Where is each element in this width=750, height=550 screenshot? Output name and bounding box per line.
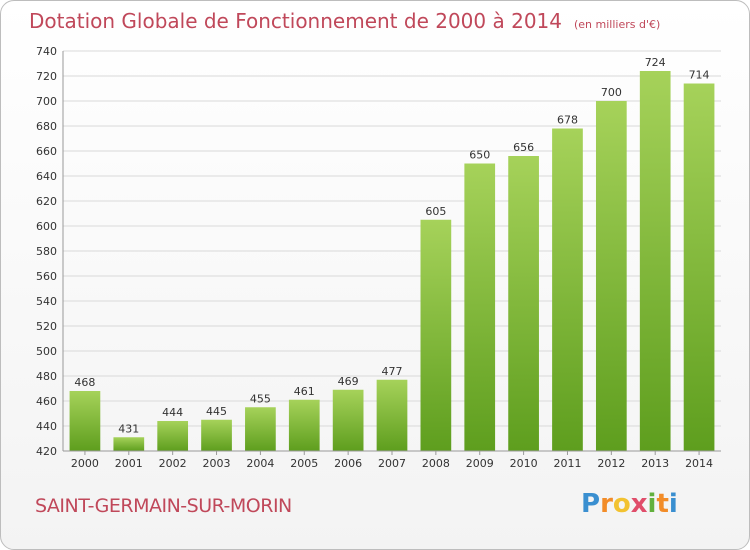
bar-chart: 468 431 444 445 455 461 469 477 605 650 656 678 700 7… <box>36 45 721 470</box>
logo-letter: i <box>668 489 678 519</box>
bar-2008 <box>420 219 452 451</box>
bar-2009 <box>464 163 496 451</box>
logo-letter: t <box>656 489 669 519</box>
y-tick-label: 500 <box>36 345 57 358</box>
bar-2013 <box>639 71 671 451</box>
y-tick-label: 660 <box>36 145 57 158</box>
y-tick-label: 560 <box>36 270 57 283</box>
x-tick-label-2007: 2007 <box>378 457 406 470</box>
y-tick-label: 600 <box>36 220 57 233</box>
bar-2014 <box>683 83 715 451</box>
x-tick-label-2005: 2005 <box>290 457 318 470</box>
y-tick-label: 640 <box>36 170 57 183</box>
value-label-2013: 724 <box>645 56 666 69</box>
y-tick-label: 620 <box>36 195 57 208</box>
bar-2002 <box>157 421 189 451</box>
value-label-2006: 469 <box>338 375 359 388</box>
x-tick-label-2009: 2009 <box>466 457 494 470</box>
y-tick-label: 680 <box>36 120 57 133</box>
logo-letter: x <box>630 489 648 519</box>
bar-2010 <box>508 156 539 451</box>
bar-2000 <box>69 391 101 451</box>
value-label-2008: 605 <box>425 205 446 218</box>
y-tick-label: 580 <box>36 245 57 258</box>
axes: 420 440 460 480 500 520 540 560 580 600 620 640 660 6… <box>36 45 721 470</box>
y-tick-label: 460 <box>36 395 57 408</box>
logo-letter: i <box>647 489 657 519</box>
value-label-2001: 431 <box>118 422 139 435</box>
bar-2001 <box>113 437 145 451</box>
logo-letter: r <box>600 489 613 519</box>
x-tick-label-2003: 2003 <box>203 457 231 470</box>
bar-2005 <box>288 399 320 451</box>
y-tick-label: 520 <box>36 320 57 333</box>
logo-letter: o <box>612 489 631 519</box>
y-tick-label: 740 <box>36 45 57 58</box>
x-tick-label-2010: 2010 <box>510 457 538 470</box>
bar-2011 <box>552 128 583 451</box>
bar-2006 <box>332 389 364 451</box>
x-tick-label-2006: 2006 <box>334 457 362 470</box>
y-tick-label: 440 <box>36 420 57 433</box>
value-label-2004: 455 <box>250 392 271 405</box>
unit-note: (en milliers d'€) <box>574 18 661 31</box>
value-label-2000: 468 <box>74 376 95 389</box>
chart-title-block: Dotation Globale de Fonctionnement de 20… <box>29 9 660 33</box>
bar-2003 <box>201 419 232 451</box>
value-label-2009: 650 <box>469 149 490 162</box>
x-tick-label-2008: 2008 <box>422 457 450 470</box>
proxiti-logo: Proxiti <box>581 489 678 519</box>
y-tick-label: 720 <box>36 70 57 83</box>
value-label-2003: 445 <box>206 405 227 418</box>
x-tick-label-2013: 2013 <box>641 457 669 470</box>
value-label-2005: 461 <box>294 385 315 398</box>
value-label-2012: 700 <box>601 86 622 99</box>
x-tick-label-2001: 2001 <box>115 457 143 470</box>
y-tick-label: 420 <box>36 445 57 458</box>
logo-letter: P <box>581 489 601 519</box>
bar-2007 <box>376 379 408 451</box>
x-tick-label-2011: 2011 <box>553 457 581 470</box>
bars: 468 431 444 445 455 461 469 477 605 650 656 678 700 7… <box>69 56 715 451</box>
x-tick-label-2014: 2014 <box>685 457 713 470</box>
commune-name: SAINT-GERMAIN-SUR-MORIN <box>35 495 292 517</box>
value-label-2010: 656 <box>513 141 534 154</box>
y-tick-label: 540 <box>36 295 57 308</box>
chart-title: Dotation Globale de Fonctionnement de 20… <box>29 9 562 33</box>
bar-2004 <box>245 407 276 451</box>
value-label-2007: 477 <box>382 365 403 378</box>
x-tick-label-2000: 2000 <box>71 457 99 470</box>
y-tick-label: 700 <box>36 95 57 108</box>
x-tick-label-2002: 2002 <box>159 457 187 470</box>
y-tick-label: 480 <box>36 370 57 383</box>
x-tick-label-2004: 2004 <box>246 457 274 470</box>
value-label-2014: 714 <box>689 69 710 82</box>
bar-2012 <box>595 101 627 451</box>
value-label-2011: 678 <box>557 114 578 127</box>
value-label-2002: 444 <box>162 406 183 419</box>
x-tick-label-2012: 2012 <box>597 457 625 470</box>
